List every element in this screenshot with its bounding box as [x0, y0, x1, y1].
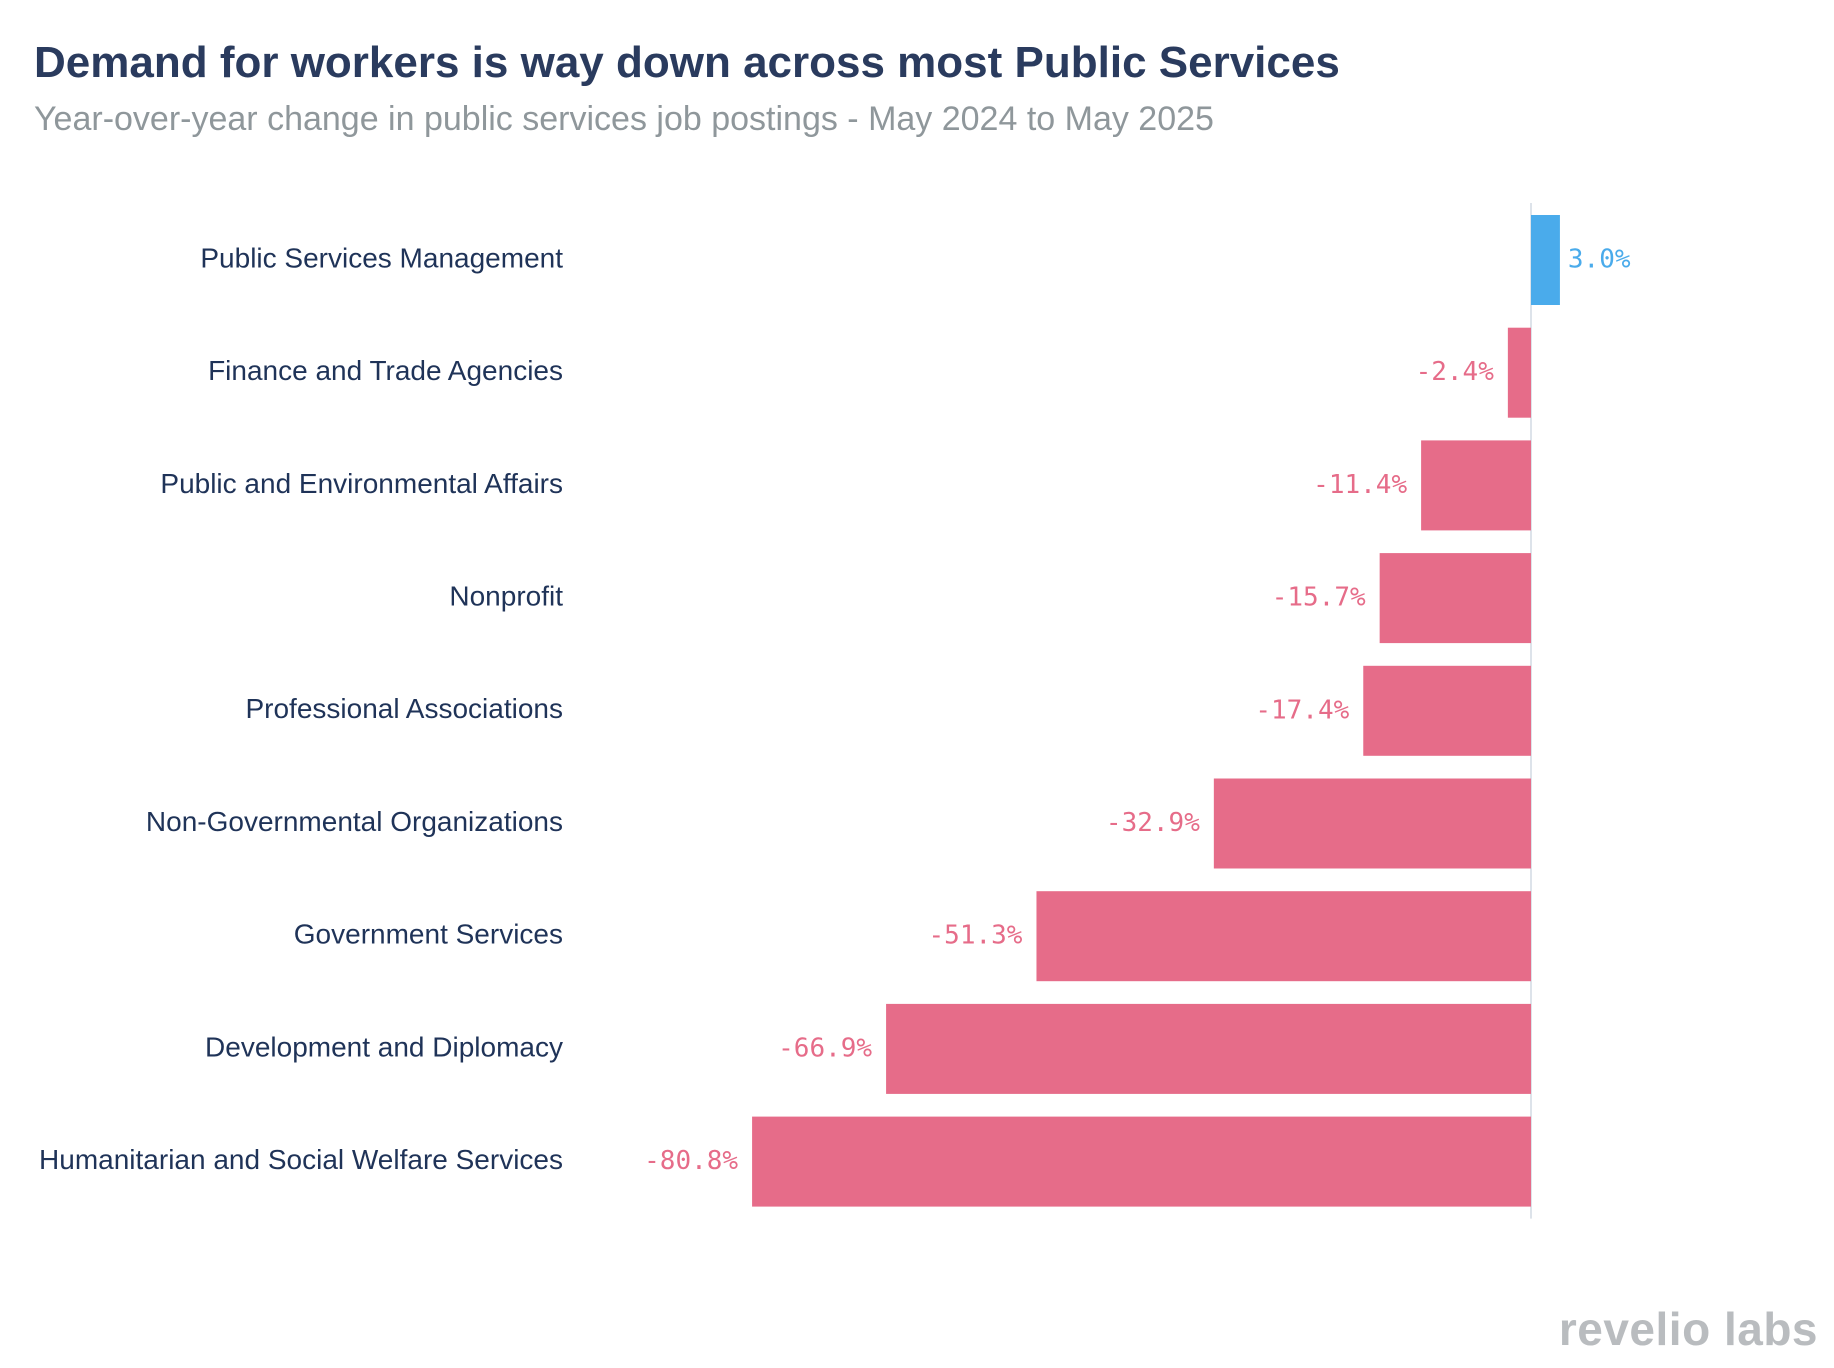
category-label: Development and Diplomacy: [205, 1031, 563, 1062]
value-label: 3.0%: [1568, 245, 1631, 275]
category-label: Humanitarian and Social Welfare Services: [39, 1144, 563, 1175]
category-label: Finance and Trade Agencies: [208, 355, 563, 386]
value-label: -11.4%: [1313, 470, 1407, 500]
value-label: -66.9%: [778, 1033, 872, 1063]
value-label: -15.7%: [1272, 583, 1366, 613]
value-label: -32.9%: [1106, 808, 1200, 838]
category-label: Professional Associations: [245, 693, 563, 724]
revelio-labs-logo: revelio labs: [1558, 1303, 1818, 1355]
value-label: -17.4%: [1255, 695, 1349, 725]
value-label: -80.8%: [644, 1146, 738, 1176]
bar-1: [1531, 215, 1560, 305]
bar-4: [1379, 553, 1531, 644]
category-label: Government Services: [294, 919, 563, 950]
category-label: Public Services Management: [200, 242, 563, 273]
bar-3: [1421, 440, 1531, 531]
category-label: Non-Governmental Organizations: [146, 806, 563, 837]
category-label: Public and Environmental Affairs: [160, 468, 563, 499]
bar-9: [752, 1116, 1531, 1207]
bar-2: [1507, 327, 1531, 418]
bar-6: [1213, 778, 1531, 869]
bar-8: [886, 1003, 1531, 1094]
chart-subtitle: Year-over-year change in public services…: [34, 100, 1214, 138]
value-label: -51.3%: [929, 921, 1023, 951]
category-label: Nonprofit: [449, 580, 563, 611]
value-label: -2.4%: [1416, 357, 1495, 387]
bar-5: [1363, 665, 1531, 756]
chart-title: Demand for workers is way down across mo…: [34, 38, 1340, 87]
bar-7: [1036, 891, 1531, 982]
